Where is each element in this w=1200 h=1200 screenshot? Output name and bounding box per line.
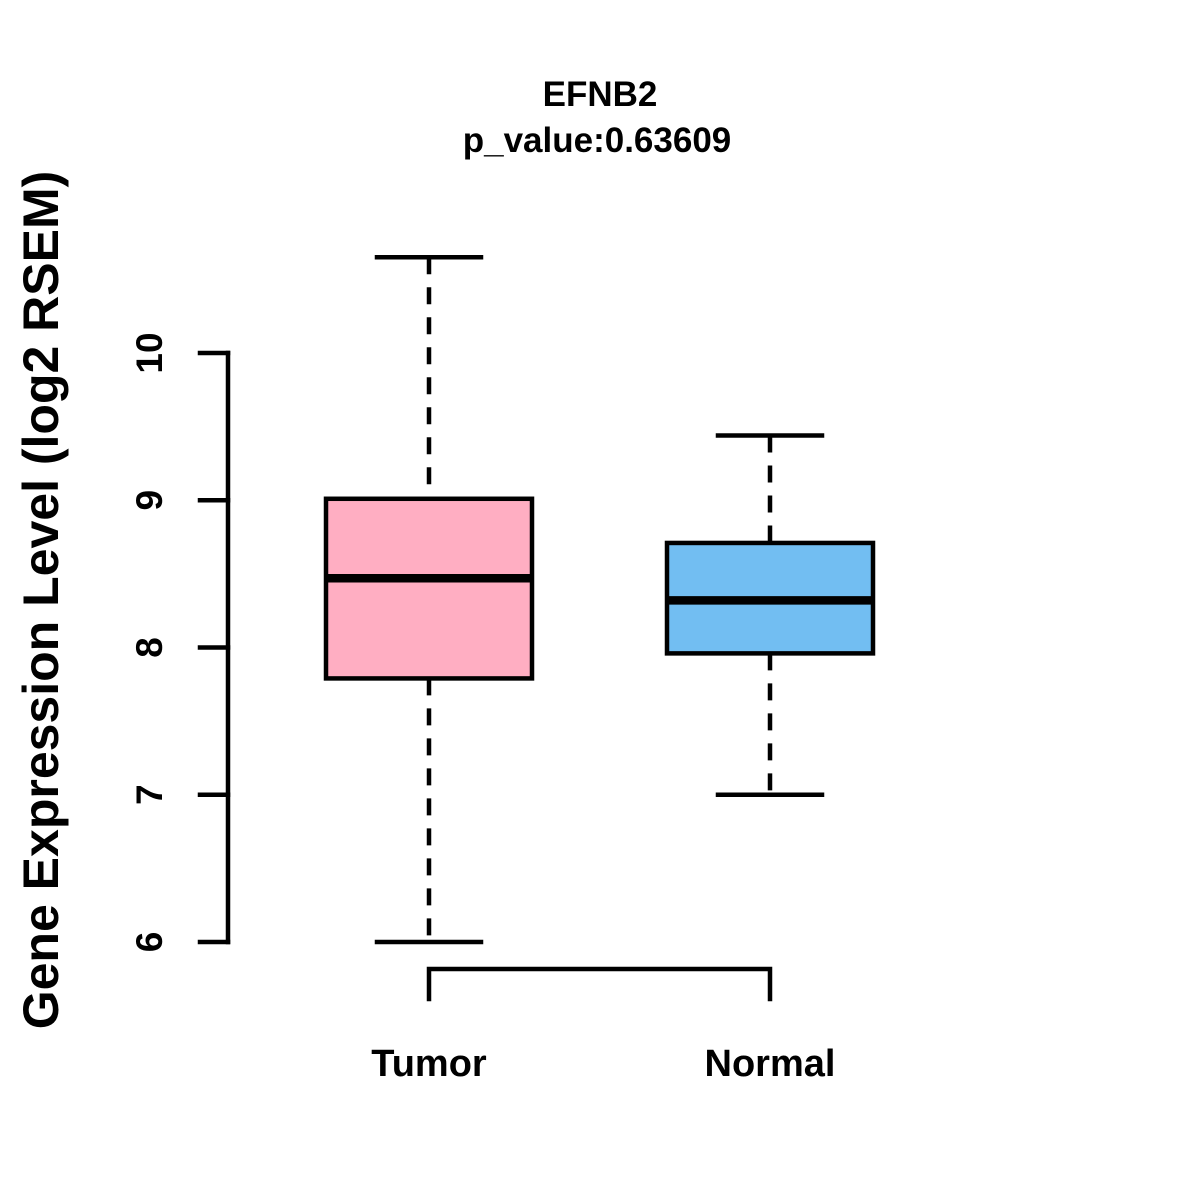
- iqr-box: [323, 496, 535, 681]
- boxplot-normal: [664, 433, 876, 797]
- group-bracket: [426, 966, 773, 1002]
- y-tick-label: 9: [129, 490, 170, 511]
- y-axis: 6 7 8 9 10: [129, 332, 231, 953]
- y-axis-label: Gene Expression Level (log2 RSEM): [13, 171, 69, 1030]
- chart-title: EFNB2: [543, 75, 658, 114]
- x-axis: Tumor Normal: [371, 966, 836, 1085]
- y-tick-label: 10: [129, 332, 170, 373]
- y-tick-label: 6: [129, 932, 170, 953]
- category-label: Normal: [705, 1043, 836, 1085]
- category-label: Tumor: [371, 1043, 487, 1085]
- boxplot-tumor: [323, 255, 535, 945]
- y-tick-label: 7: [129, 784, 170, 805]
- chart-subtitle: p_value:0.63609: [463, 121, 732, 160]
- boxplot-series-group: [323, 255, 876, 945]
- y-tick-label: 8: [129, 637, 170, 658]
